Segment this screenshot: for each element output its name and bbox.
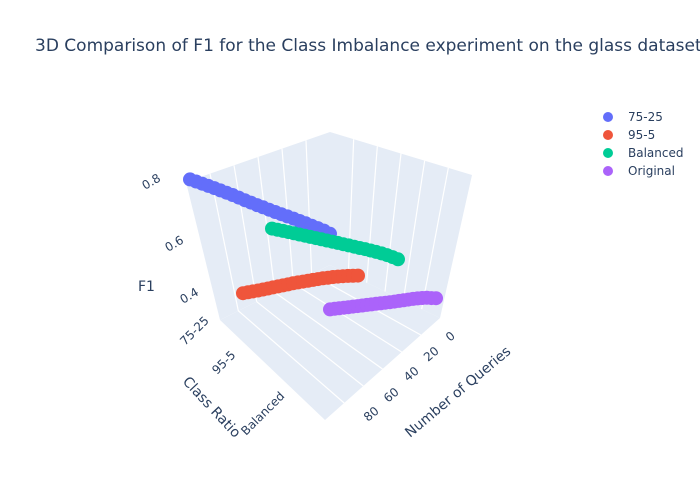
back-pane-right xyxy=(330,132,472,318)
grid-line xyxy=(366,146,378,283)
grid-line xyxy=(421,167,449,310)
back-pane-left xyxy=(186,132,330,320)
legend: 75-25 95-5 Balanced Original xyxy=(603,110,683,178)
legend-marker xyxy=(603,130,613,140)
x-tick-label: 80 xyxy=(361,404,382,425)
data-point xyxy=(429,291,443,306)
legend-marker xyxy=(603,112,613,122)
x-axis-title: Number of Queries xyxy=(402,344,514,442)
y-tick-label: 95-5 xyxy=(209,348,238,377)
legend-entry[interactable]: 75-25 xyxy=(628,110,663,124)
x-tick-label: 0 xyxy=(443,329,458,345)
grid-line xyxy=(305,140,313,275)
grid-line xyxy=(293,282,402,353)
z-tick-label: 0.8 xyxy=(140,171,164,193)
legend-entry[interactable]: Balanced xyxy=(628,146,683,160)
series-95-5 xyxy=(236,268,365,301)
grid-line xyxy=(256,301,364,387)
y-tick-label: Balanced xyxy=(238,389,287,438)
data-series xyxy=(183,172,443,317)
z-axis-title: F1 xyxy=(138,279,155,295)
legend-marker xyxy=(603,148,613,158)
legend-entry[interactable]: 95-5 xyxy=(628,128,655,142)
grid-line xyxy=(402,160,426,301)
series-75-25 xyxy=(183,172,337,241)
y-axis-title: Class Ratio xyxy=(179,374,243,441)
series-original xyxy=(323,290,443,317)
z-tick-label: 0.4 xyxy=(178,285,202,307)
x-tick-label: 20 xyxy=(421,344,442,365)
data-point xyxy=(351,268,365,283)
grid-line xyxy=(233,165,258,302)
data-point xyxy=(391,252,405,267)
x-tick-label: 60 xyxy=(381,385,402,406)
z-tick-label: 0.6 xyxy=(163,233,187,255)
grid-line xyxy=(274,292,383,370)
grid-line xyxy=(384,153,402,292)
legend-entry[interactable]: Original xyxy=(628,164,675,178)
legend-marker xyxy=(603,166,613,176)
series-balanced xyxy=(265,221,405,267)
y-tick-label: 75-25 xyxy=(177,314,212,349)
chart-title: 3D Comparison of F1 for the Class Imbala… xyxy=(35,36,700,56)
grid-line xyxy=(209,173,239,311)
x-tick-label: 40 xyxy=(401,364,422,385)
grid-line xyxy=(237,310,345,404)
